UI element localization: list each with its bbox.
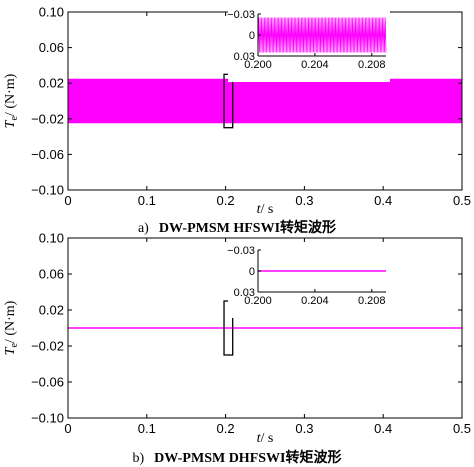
inset-x-tick-label: 0.200 [244,59,272,71]
y-tick-label: −0.02 [31,339,64,354]
inset-plot: −0.03 0 0.030.200 0.204 0.208 [227,242,390,318]
plot-frame [67,237,463,419]
y-axis-label: Te/ (N·m) [3,300,20,355]
torque-series-band [68,78,462,124]
panel-a: 0 0.1 0.2 0.3 0.4 0.5 0.10 0.06 0.02 −0.02 −0.06 −0… [3,5,471,237]
x-axis-symbol: t [257,202,262,217]
inset-series [257,17,387,53]
y-axis-symbol: T [3,346,18,355]
x-tick-label: 0.4 [374,421,392,436]
inset-y-tick-label: 0.03 [234,51,255,63]
panel-b: 0 0.1 0.2 0.3 0.4 0.5 0.10 0.06 0.02 −0.02 −0.06 −0… [3,231,471,467]
y-tick-label: −0.06 [31,375,64,390]
y-tick-label: 0.06 [39,40,64,55]
inset-x-tick-label: 0.208 [358,295,386,307]
caption-letter: a) [138,221,149,236]
x-tick-label: 0.3 [295,193,313,208]
x-tick-label: 0.1 [138,193,156,208]
caption-text: DW-PMSM DHFSWI转矩波形 [154,449,341,466]
y-axis-unit: / (N·m) [3,73,18,116]
x-axis-symbol: t [257,431,262,446]
inset-plot: −0.03 0 0.030.200 0.204 0.208 [227,6,390,82]
x-tick-label: 0 [64,421,71,436]
inset-x-tick-label: 0.208 [358,59,386,71]
y-axis-subscript: e [9,343,20,348]
y-tick-label: 0.02 [39,303,64,318]
y-tick-label: 0.06 [39,267,64,282]
caption-text: DW-PMSM HFSWI转矩波形 [159,219,336,236]
inset-y-tick-label: 0 [249,266,255,278]
y-tick-label: −0.02 [31,111,64,126]
x-tick-label: 0.1 [138,421,156,436]
inset-background [228,242,390,318]
caption-letter: b) [133,451,145,466]
x-tick-label: 0.3 [295,421,313,436]
inset-x-tick-label: 0.204 [301,295,329,307]
x-tick-label: 0 [64,193,71,208]
x-tick-label: 0.2 [217,421,235,436]
y-axis-symbol: T [3,119,18,128]
x-axis-label: t/ s [257,431,274,446]
y-tick-label: 0.10 [39,231,64,246]
y-axis-subscript: e [9,116,20,121]
y-tick-label: −0.06 [31,147,64,162]
inset-y-tick-label: −0.03 [227,245,255,257]
y-axis-unit: / (N·m) [3,300,18,343]
x-axis-unit: / s [261,202,274,217]
y-tick-label: −0.10 [31,183,64,198]
inset-y-tick-label: 0.03 [234,287,255,299]
y-tick-label: 0.10 [39,5,64,20]
x-axis-unit: / s [261,431,274,446]
panel-caption: a) DW-PMSM HFSWI转矩波形 [138,219,336,236]
x-tick-label: 0.2 [217,193,235,208]
inset-x-tick-label: 0.204 [301,59,329,71]
y-tick-label: −0.10 [31,411,64,426]
inset-y-tick-label: 0 [249,30,255,42]
inset-x-tick-label: 0.200 [244,295,272,307]
x-tick-label: 0.5 [453,421,471,436]
y-tick-label: 0.02 [39,76,64,91]
panel-caption: b) DW-PMSM DHFSWI转矩波形 [133,449,342,466]
x-axis-label: t/ s [257,202,274,217]
x-tick-label: 0.5 [453,193,471,208]
x-tick-label: 0.4 [374,193,392,208]
y-axis-label: Te/ (N·m) [3,73,20,128]
inset-y-tick-label: −0.03 [227,9,255,21]
